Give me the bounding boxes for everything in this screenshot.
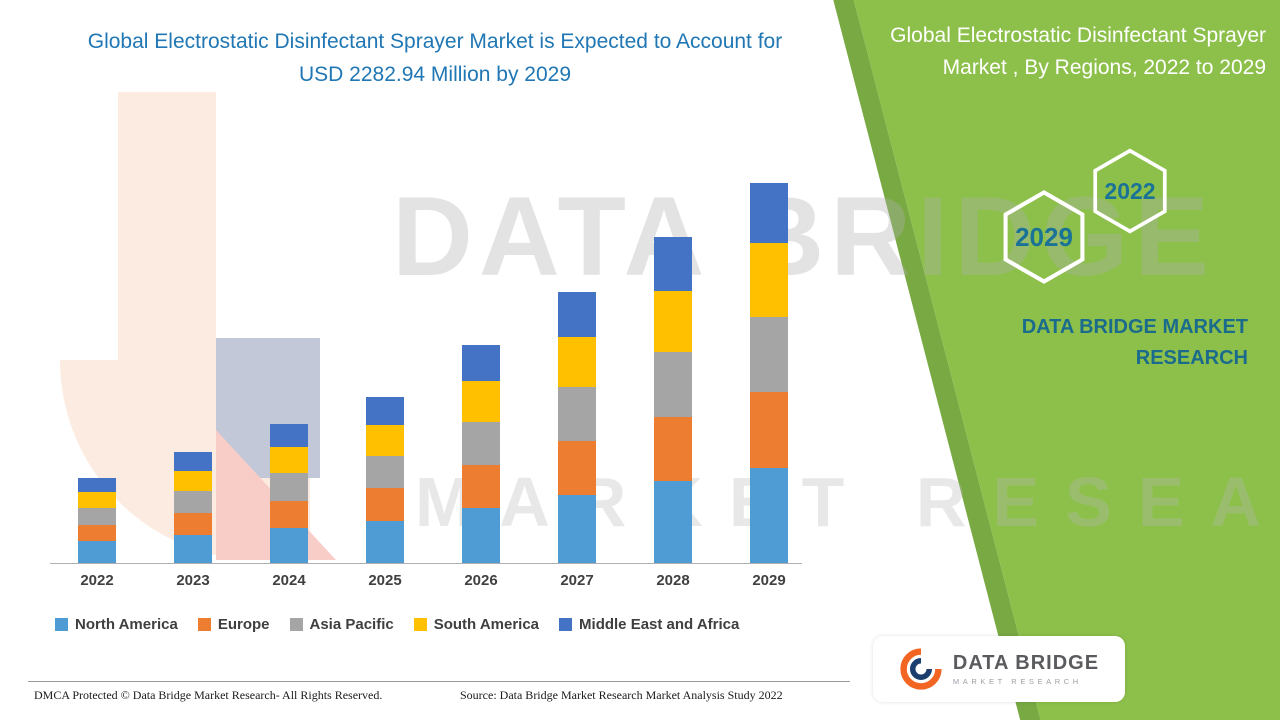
legend-label-north-america: North America xyxy=(75,616,178,633)
x-axis-label-2022: 2022 xyxy=(80,572,114,589)
legend-label-middle-east-and-africa: Middle East and Africa xyxy=(579,616,740,633)
bar-segment-2023-middle-east-and-africa xyxy=(174,452,212,471)
hexagon-year-2022: 2022 xyxy=(1104,177,1156,204)
x-axis-label-2026: 2026 xyxy=(464,572,498,589)
bar-segment-2025-asia-pacific xyxy=(366,455,404,489)
bar-segment-2027-asia-pacific xyxy=(558,387,596,441)
stacked-bar-2027 xyxy=(558,292,596,563)
bar-segment-2028-north-america xyxy=(654,481,692,563)
footer-divider xyxy=(28,681,850,682)
legend-swatch-north-america xyxy=(55,618,68,631)
x-axis-label-2025: 2025 xyxy=(368,572,402,589)
bar-segment-2027-europe xyxy=(558,440,596,495)
legend-swatch-middle-east-and-africa xyxy=(559,618,573,631)
bar-segment-2022-south-america xyxy=(78,492,116,509)
chart-title: Global Electrostatic Disinfectant Spraye… xyxy=(87,30,783,86)
legend-swatch-asia-pacific xyxy=(289,618,303,631)
bar-segment-2023-north-america xyxy=(174,534,212,563)
hexagon-year-2029: 2029 xyxy=(1015,221,1073,252)
stacked-bar-2026 xyxy=(462,345,500,563)
bar-segment-2028-europe xyxy=(654,416,692,482)
stacked-bar-2022 xyxy=(78,478,116,563)
bar-segment-2026-north-america xyxy=(462,508,500,563)
legend-label-europe: Europe xyxy=(217,616,270,633)
stacked-bar-2025 xyxy=(366,397,404,563)
hexagon-outline-icon xyxy=(1003,190,1085,284)
logo-subtitle: MARKET RESEARCH xyxy=(952,677,1082,686)
legend-swatch-europe xyxy=(197,618,211,631)
bar-segment-2027-middle-east-and-africa xyxy=(558,292,596,337)
legend-item-middle-east-and-africa: Middle East and Africa xyxy=(559,616,739,633)
bar-segment-2023-asia-pacific xyxy=(174,491,212,514)
bar-segment-2028-middle-east-and-africa xyxy=(654,237,692,291)
watermark-logo-bar xyxy=(118,92,216,472)
bar-segment-2025-europe xyxy=(366,488,404,522)
bar-segment-2024-south-america xyxy=(270,447,308,474)
bar-segment-2024-europe xyxy=(270,500,308,529)
bar-segment-2023-south-america xyxy=(174,470,212,492)
bar-segment-2027-north-america xyxy=(558,494,596,563)
x-axis-label-2024: 2024 xyxy=(272,572,306,589)
legend-item-south-america: South America xyxy=(413,616,540,633)
hexagon-badge-2022: 2022 xyxy=(1093,148,1167,234)
bar-segment-2024-asia-pacific xyxy=(270,473,308,501)
stacked-bar-2028 xyxy=(654,237,692,563)
x-axis-label-2029: 2029 xyxy=(752,572,786,589)
bar-segment-2029-north-america xyxy=(750,468,788,563)
legend-item-asia-pacific: Asia Pacific xyxy=(289,616,394,633)
logo-card: DATA BRIDGE MARKET RESEARCH xyxy=(873,636,1125,702)
bar-segment-2027-south-america xyxy=(558,336,596,388)
legend-item-north-america: North America xyxy=(55,616,178,633)
hexagon-badge-2029: 2029 xyxy=(997,190,1091,284)
logo-title: DATA BRIDGE xyxy=(952,652,1100,674)
stacked-bar-2023 xyxy=(174,452,212,563)
bar-segment-2022-middle-east-and-africa xyxy=(78,478,116,493)
bar-segment-2029-middle-east-and-africa xyxy=(750,183,788,244)
source-note: Source: Data Bridge Market Research Mark… xyxy=(460,688,783,702)
chart-legend: North America Europe Asia Pacific South Ame… xyxy=(55,616,739,633)
legend-swatch-south-america xyxy=(413,618,427,631)
side-panel-title: Global Electrostatic Disinfectant Spraye… xyxy=(890,24,1266,79)
bar-segment-2026-asia-pacific xyxy=(462,421,500,465)
bar-segment-2025-north-america xyxy=(366,521,404,563)
x-axis-label-2028: 2028 xyxy=(656,572,690,589)
bar-segment-2024-north-america xyxy=(270,528,308,563)
legend-item-europe: Europe xyxy=(197,616,270,633)
bar-segment-2029-europe xyxy=(750,391,788,469)
x-axis-labels: 2022 2023 2024 2025 2026 2027 2028 2029 xyxy=(57,572,817,596)
hexagon-outline-icon xyxy=(1093,148,1167,234)
bar-segment-2028-asia-pacific xyxy=(654,351,692,417)
bar-segment-2026-middle-east-and-africa xyxy=(462,345,500,381)
bar-segment-2026-south-america xyxy=(462,380,500,422)
bar-segment-2022-north-america xyxy=(78,541,116,563)
bar-segment-2029-asia-pacific xyxy=(750,316,788,392)
bar-segment-2025-middle-east-and-africa xyxy=(366,397,404,425)
bar-segment-2022-asia-pacific xyxy=(78,508,116,525)
stacked-bar-2029 xyxy=(750,183,788,563)
stacked-bar-2024 xyxy=(270,424,308,563)
bar-segment-2023-europe xyxy=(174,513,212,535)
logo-text-block: DATA BRIDGE MARKET RESEARCH xyxy=(953,652,1099,686)
legend-label-south-america: South America xyxy=(433,616,540,633)
x-axis-label-2027: 2027 xyxy=(560,572,594,589)
bar-segment-2025-south-america xyxy=(366,424,404,456)
bar-segment-2022-europe xyxy=(78,524,116,542)
dmca-notice: DMCA Protected © Data Bridge Market Rese… xyxy=(34,688,383,702)
bar-segment-2026-europe xyxy=(462,464,500,509)
bar-segment-2028-south-america xyxy=(654,290,692,352)
x-axis-label-2023: 2023 xyxy=(176,572,210,589)
brand-text: DATA BRIDGE MARKET RESEARCH xyxy=(1021,316,1248,369)
stacked-bar-plot xyxy=(57,183,817,563)
bar-segment-2024-middle-east-and-africa xyxy=(270,424,308,448)
watermark-text-line1: DATA BRIDGE xyxy=(392,174,1215,299)
bar-segment-2029-south-america xyxy=(750,243,788,317)
databridge-logo-icon xyxy=(900,648,942,690)
legend-label-asia-pacific: Asia Pacific xyxy=(309,616,394,633)
x-axis-line xyxy=(50,563,802,564)
